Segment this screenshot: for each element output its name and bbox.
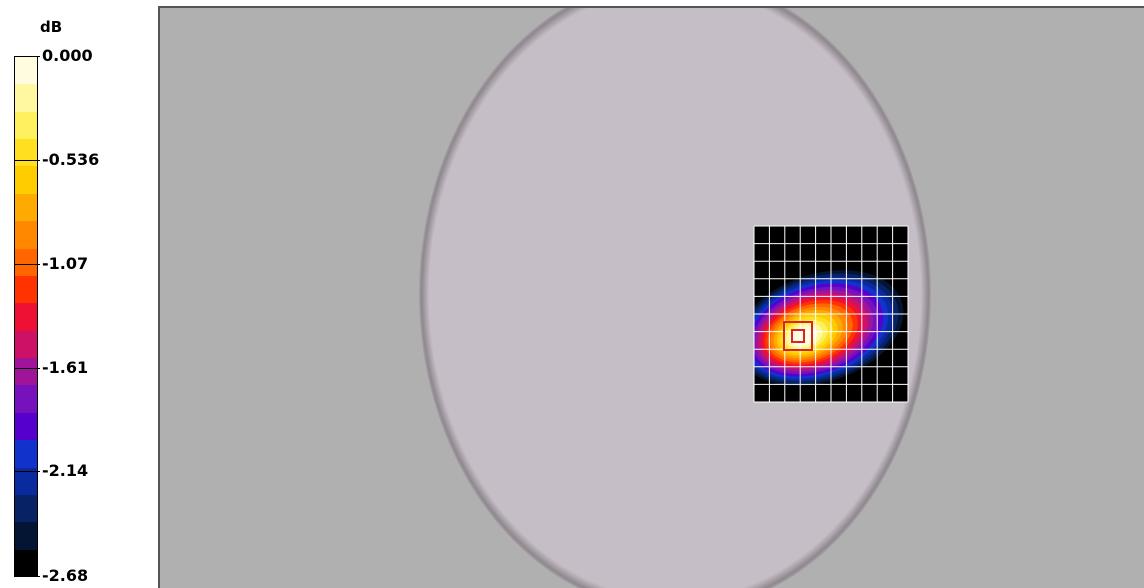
- legend-unit-label: dB: [40, 18, 63, 36]
- legend-swatch: [15, 166, 37, 195]
- legend-swatch: [15, 111, 37, 140]
- legend-tick: [14, 263, 40, 265]
- legend-swatch: [15, 193, 37, 222]
- legend-swatch: [15, 549, 37, 578]
- legend-swatch: [15, 248, 37, 277]
- legend-tick-label: -2.68: [42, 566, 89, 585]
- legend-swatch: [15, 358, 37, 386]
- legend-swatch: [15, 330, 37, 359]
- legend-color-bar: [14, 56, 38, 578]
- legend-tick: [14, 56, 40, 57]
- color-legend: dB 0.000 -0.536 -1.07 -1.61 -2.14 -2.68: [0, 0, 158, 588]
- legend-tick-label: 0.000: [42, 46, 93, 65]
- legend-swatch: [15, 412, 37, 441]
- peak-marker-inner: [791, 329, 805, 343]
- legend-swatch: [15, 440, 37, 469]
- legend-swatch: [15, 467, 37, 496]
- legend-tick: [14, 471, 40, 473]
- legend-tick: [14, 576, 40, 577]
- legend-tick-label: -2.14: [42, 461, 89, 481]
- legend-swatch: [15, 303, 37, 332]
- legend-tick-label: -0.536: [42, 150, 100, 169]
- legend-tick: [14, 368, 40, 370]
- legend-swatch: [15, 57, 37, 85]
- legend-tick-label: -1.61: [42, 358, 89, 378]
- phantom-ellipse: [419, 8, 931, 588]
- legend-swatch: [15, 522, 37, 551]
- legend-swatch: [15, 84, 37, 113]
- peak-marker-outer: [783, 321, 813, 351]
- legend-tick-label: -1.07: [42, 253, 89, 273]
- legend-swatch: [15, 221, 37, 250]
- plot-svg: [419, 8, 931, 588]
- legend-swatch: [15, 385, 37, 414]
- plot-area: [158, 6, 1144, 588]
- legend-swatch: [15, 494, 37, 523]
- legend-swatch: [15, 139, 37, 167]
- legend-tick: [14, 160, 40, 161]
- legend-swatch: [15, 275, 37, 304]
